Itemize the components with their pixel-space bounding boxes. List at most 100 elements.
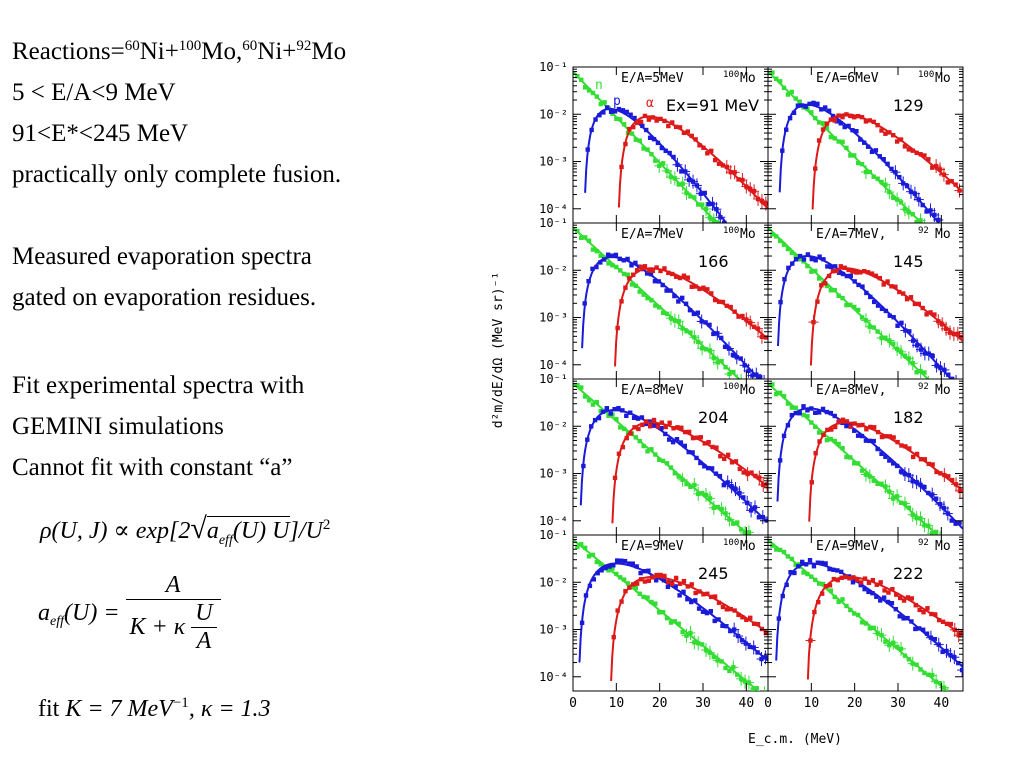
data-point-a: [840, 114, 845, 120]
data-point-n: [898, 200, 904, 205]
data-point-a: [881, 282, 886, 287]
x-tick-label: 30: [890, 696, 906, 711]
data-point-n: [824, 437, 830, 443]
data-point-n: [594, 94, 600, 99]
data-point-p: [777, 458, 783, 463]
data-point-p: [850, 580, 856, 585]
data-point-n: [879, 179, 884, 185]
data-point-a: [673, 124, 679, 130]
data-point-a: [701, 145, 706, 150]
data-point-p: [926, 490, 931, 496]
data-point-a: [670, 120, 675, 125]
data-point-n: [902, 653, 908, 658]
data-point-a: [886, 590, 891, 595]
data-point-p: [823, 561, 828, 566]
data-point-n: [805, 413, 810, 419]
data-point-n: [719, 358, 724, 364]
level-density-formula: ρ(U, J) ∝ exp[2√aeff(U) U]/U2: [40, 512, 330, 549]
data-point-n: [645, 595, 650, 600]
data-point-a: [949, 477, 955, 483]
data-point-p: [674, 437, 680, 442]
particle-label-n: n: [595, 78, 603, 93]
data-point-a: [906, 147, 912, 152]
data-point-n: [731, 521, 736, 526]
data-point-a: [903, 444, 908, 449]
data-point-p: [889, 600, 895, 606]
data-point-a: [646, 268, 652, 273]
particle-label-p: p: [613, 94, 621, 109]
data-point-n: [914, 370, 919, 375]
data-point-a: [736, 314, 741, 319]
sqrt-sign: √: [190, 512, 207, 545]
fit-k: K = 7 MeV: [65, 696, 173, 722]
panel-target-sup: 100: [723, 70, 739, 80]
panel-frame: [572, 378, 769, 536]
data-point-p: [864, 290, 869, 296]
data-point-n: [699, 202, 705, 207]
data-point-p: [661, 578, 667, 583]
data-point-a: [940, 619, 946, 624]
data-point-a: [904, 296, 910, 302]
data-point-n: [797, 99, 802, 104]
data-point-p: [776, 616, 782, 621]
data-point-a: [654, 265, 659, 270]
data-point-p: [885, 599, 891, 605]
data-point-a: [855, 577, 860, 582]
panel-target: Mo: [935, 383, 951, 398]
data-point-p: [605, 105, 610, 110]
data-point-n: [777, 79, 783, 84]
data-point-a: [908, 295, 914, 300]
formula-exponent: 2: [322, 517, 331, 533]
excitation-label: 204: [698, 408, 729, 427]
data-point-n: [770, 382, 775, 387]
data-point-p: [805, 252, 811, 257]
data-point-n: [852, 153, 857, 158]
data-point-n: [676, 182, 681, 187]
data-point-n: [813, 268, 818, 274]
data-point-n: [598, 253, 603, 258]
data-point-p: [844, 273, 850, 279]
data-point-a: [712, 594, 718, 599]
data-point-a: [740, 313, 745, 319]
data-point-n: [602, 100, 607, 105]
data-point-a: [901, 598, 907, 603]
data-point-n: [575, 228, 580, 234]
data-point-p: [933, 496, 939, 501]
data-point-p: [795, 103, 801, 108]
data-point-a: [917, 607, 922, 613]
panel-frame: [767, 378, 964, 536]
data-point-a: [705, 591, 710, 597]
data-point-p: [799, 103, 804, 108]
data-point-a: [686, 429, 692, 435]
data-point-a: [737, 466, 743, 472]
data-point-p: [695, 310, 700, 315]
aeff-a: a: [38, 600, 50, 626]
data-point-p: [600, 409, 606, 415]
data-point-p: [824, 409, 830, 415]
data-point-n: [914, 662, 919, 667]
data-point-a: [612, 475, 618, 481]
data-point-p: [885, 161, 890, 167]
data-point-p: [648, 271, 654, 277]
data-point-a: [914, 451, 920, 457]
data-point-a: [693, 137, 698, 142]
x-tick-label: 20: [847, 696, 863, 711]
data-point-n: [813, 424, 818, 429]
data-point-a: [945, 180, 951, 185]
data-point-a: [832, 118, 837, 123]
data-point-a: [644, 419, 649, 424]
data-point-a: [848, 113, 853, 119]
data-point-p: [797, 411, 802, 416]
data-point-a: [666, 579, 671, 585]
data-point-n: [621, 122, 627, 127]
data-point-a: [842, 265, 847, 271]
data-point-p: [634, 564, 639, 569]
data-point-a: [887, 434, 892, 439]
data-point-a: [741, 470, 746, 475]
data-point-p: [887, 458, 892, 463]
fit-kappa: , κ = 1.3: [188, 696, 271, 722]
panel-title: E/A=8MeV,: [816, 383, 886, 398]
data-point-n: [774, 234, 779, 239]
data-point-p: [813, 258, 818, 263]
data-point-n: [813, 577, 818, 583]
